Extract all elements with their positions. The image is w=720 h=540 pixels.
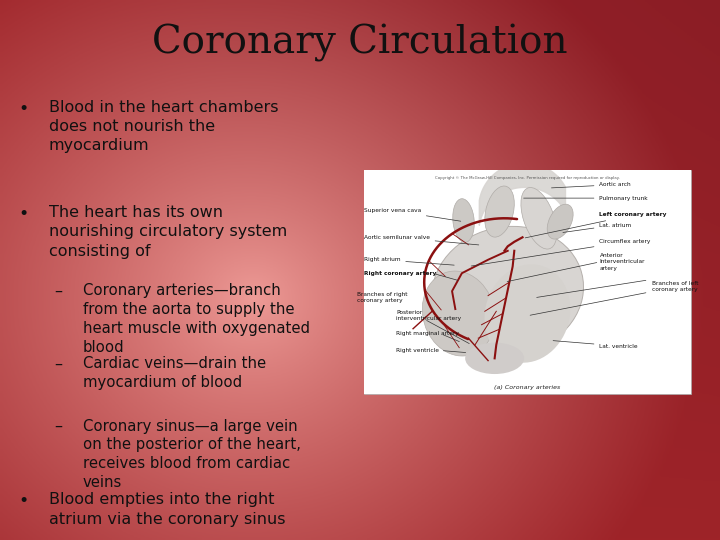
Text: Cardiac veins—drain the
myocardium of blood: Cardiac veins—drain the myocardium of bl… xyxy=(83,356,266,390)
Text: Coronary arteries—branch
from the aorta to supply the
heart muscle with oxygenat: Coronary arteries—branch from the aorta … xyxy=(83,284,310,355)
Text: Lat. ventricle: Lat. ventricle xyxy=(553,341,638,348)
Text: Posterior
interventricular artery: Posterior interventricular artery xyxy=(396,310,462,321)
Ellipse shape xyxy=(485,265,570,363)
Text: Right coronary artery: Right coronary artery xyxy=(364,271,436,276)
Text: Right ventricle: Right ventricle xyxy=(396,348,439,353)
Text: Superior vena cava: Superior vena cava xyxy=(364,208,461,221)
FancyBboxPatch shape xyxy=(364,170,691,394)
Text: The heart has its own
nourishing circulatory system
consisting of: The heart has its own nourishing circula… xyxy=(49,205,287,259)
Text: Pulmonary trunk: Pulmonary trunk xyxy=(523,195,648,201)
Text: •: • xyxy=(18,205,28,223)
Text: Interventricular: Interventricular xyxy=(600,260,645,265)
Text: Branches of right
coronary artery: Branches of right coronary artery xyxy=(357,292,408,303)
Ellipse shape xyxy=(485,186,514,237)
Text: Left coronary artery: Left coronary artery xyxy=(525,212,667,238)
Text: Coronary Circulation: Coronary Circulation xyxy=(152,24,568,62)
Text: –: – xyxy=(54,418,62,434)
Ellipse shape xyxy=(432,226,583,356)
Text: Aortic semilunar valve: Aortic semilunar valve xyxy=(364,235,479,245)
Text: Anterior: Anterior xyxy=(600,253,623,258)
Text: –: – xyxy=(54,356,62,372)
Text: –: – xyxy=(54,284,62,299)
Text: Circumflex artery: Circumflex artery xyxy=(471,239,651,266)
Ellipse shape xyxy=(453,199,474,242)
Ellipse shape xyxy=(465,343,524,374)
Text: Copyright © The McGraw-Hill Companies, Inc. Permission required for reproduction: Copyright © The McGraw-Hill Companies, I… xyxy=(435,176,620,180)
Text: (a) Coronary arteries: (a) Coronary arteries xyxy=(494,384,561,390)
Text: Aortic arch: Aortic arch xyxy=(552,182,631,188)
Text: Blood in the heart chambers
does not nourish the
myocardium: Blood in the heart chambers does not nou… xyxy=(49,100,279,153)
Text: Branches of left
coronary artery: Branches of left coronary artery xyxy=(652,281,698,292)
Text: Blood empties into the right
atrium via the coronary sinus: Blood empties into the right atrium via … xyxy=(49,492,285,526)
Text: Coronary sinus—a large vein
on the posterior of the heart,
receives blood from c: Coronary sinus—a large vein on the poste… xyxy=(83,418,301,490)
FancyBboxPatch shape xyxy=(364,170,691,394)
Ellipse shape xyxy=(521,187,557,249)
Text: •: • xyxy=(18,492,28,510)
Text: artery: artery xyxy=(600,266,617,271)
Text: •: • xyxy=(18,100,28,118)
Ellipse shape xyxy=(547,204,573,239)
Text: Lat. atrium: Lat. atrium xyxy=(563,222,631,232)
Text: Right atrium: Right atrium xyxy=(364,257,454,265)
Text: Right marginal artery: Right marginal artery xyxy=(396,331,459,336)
Ellipse shape xyxy=(423,271,495,356)
